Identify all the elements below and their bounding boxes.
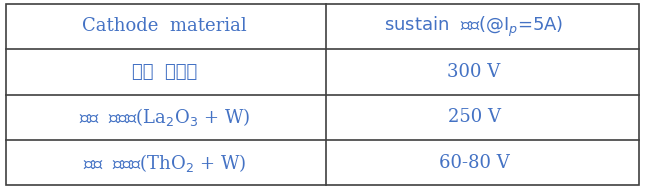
Text: 토륨  텐스텐(ThO$_2$ + W): 토륨 텐스텐(ThO$_2$ + W) [83, 152, 246, 174]
Text: 300 V: 300 V [448, 63, 501, 81]
Text: 60-80 V: 60-80 V [439, 153, 510, 172]
Text: 순수  텐스텐: 순수 텐스텐 [132, 63, 197, 81]
Text: 란탄  텐스텐(La$_2$O$_3$ + W): 란탄 텐스텐(La$_2$O$_3$ + W) [79, 106, 250, 128]
Text: sustain  전압(@I$_p$=5A): sustain 전압(@I$_p$=5A) [384, 14, 564, 39]
Text: Cathode  material: Cathode material [82, 17, 247, 36]
Text: 250 V: 250 V [448, 108, 501, 126]
